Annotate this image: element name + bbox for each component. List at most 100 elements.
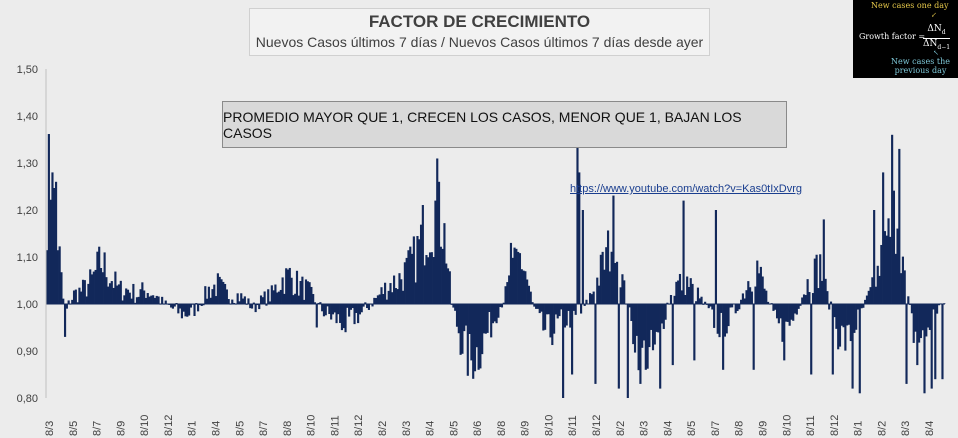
bar <box>581 210 584 304</box>
bar <box>285 268 288 304</box>
bar <box>101 272 104 304</box>
y-tick-label: 1,00 <box>17 299 38 311</box>
bar <box>209 297 212 304</box>
bar <box>488 304 491 313</box>
bar <box>490 304 493 338</box>
bar <box>614 262 617 304</box>
bar <box>752 304 755 370</box>
bar <box>117 284 121 304</box>
bar <box>87 283 90 304</box>
bar <box>83 280 86 304</box>
bar <box>759 266 762 304</box>
bar <box>189 304 192 308</box>
bar <box>860 304 863 309</box>
bar <box>340 304 344 331</box>
bar <box>116 285 119 304</box>
bar <box>112 287 115 304</box>
bar <box>540 304 543 312</box>
bar <box>335 304 338 324</box>
formula-denominator: ΔN <box>923 38 938 49</box>
bar <box>630 304 633 322</box>
bar <box>775 304 779 319</box>
bar <box>224 283 227 304</box>
bar <box>797 304 800 309</box>
bar <box>662 304 665 329</box>
bar <box>686 276 689 304</box>
bar <box>725 304 728 334</box>
x-tick-label: 8/11 <box>329 415 341 436</box>
bar <box>71 299 74 304</box>
bar <box>74 289 77 304</box>
bar <box>750 291 753 304</box>
bar <box>937 304 940 306</box>
bar <box>500 304 504 308</box>
formula-bottom-note-2: previous day <box>894 66 947 75</box>
bar <box>353 304 356 325</box>
bar <box>470 304 473 361</box>
bar <box>941 304 944 380</box>
bar <box>704 301 707 304</box>
bar <box>184 304 187 317</box>
bar <box>139 289 142 304</box>
bar <box>756 260 759 304</box>
bar <box>54 181 58 304</box>
bar <box>409 246 412 304</box>
bar <box>464 304 468 326</box>
bar <box>633 304 637 353</box>
bar <box>858 304 861 394</box>
bar <box>60 272 63 304</box>
bar <box>445 263 448 304</box>
bar <box>650 304 653 330</box>
formula-numerator-sub: d <box>941 28 946 36</box>
bar <box>321 304 324 312</box>
bar <box>180 304 183 319</box>
bar <box>524 271 527 304</box>
bar <box>533 304 536 307</box>
y-tick-labels: 0,80 0,90 1,00 1,10 1,20 1,30 1,40 1,50 <box>17 64 38 405</box>
bar <box>883 231 887 304</box>
bar <box>799 304 802 306</box>
bar <box>916 304 919 366</box>
arrow-down-icon: ↙ <box>931 11 937 19</box>
bar <box>655 304 658 332</box>
bar <box>385 299 388 304</box>
bar <box>330 304 333 320</box>
bar <box>373 297 376 304</box>
bar <box>801 297 804 304</box>
bar <box>549 304 552 338</box>
bar <box>98 246 101 304</box>
bar <box>274 284 277 304</box>
bar <box>556 304 559 319</box>
bar <box>698 298 701 304</box>
bar <box>565 304 568 326</box>
bar <box>380 287 383 304</box>
bar <box>423 265 426 304</box>
bar <box>211 289 214 304</box>
bar <box>651 304 655 351</box>
bar <box>802 294 806 304</box>
bar <box>934 304 937 380</box>
bar <box>621 274 624 304</box>
bar <box>765 290 768 304</box>
bar <box>678 273 682 304</box>
bar <box>781 304 784 342</box>
bar <box>806 279 809 304</box>
bar <box>628 304 631 308</box>
bar <box>610 251 613 304</box>
bar <box>110 281 113 304</box>
bar <box>580 304 583 314</box>
x-tick-label: 8/4 <box>662 421 674 436</box>
bar <box>871 277 874 304</box>
bar <box>878 275 881 304</box>
bar <box>53 188 56 304</box>
bar <box>193 304 196 316</box>
x-tick-label: 8/12 <box>591 415 603 436</box>
x-tick-label: 8/7 <box>92 421 104 436</box>
bar <box>103 252 106 304</box>
bar <box>882 172 885 304</box>
bar <box>202 304 205 306</box>
bar <box>432 257 435 304</box>
youtube-link[interactable]: https://www.youtube.com/watch?v=Kas0tIxD… <box>570 183 803 195</box>
bar <box>312 294 315 304</box>
